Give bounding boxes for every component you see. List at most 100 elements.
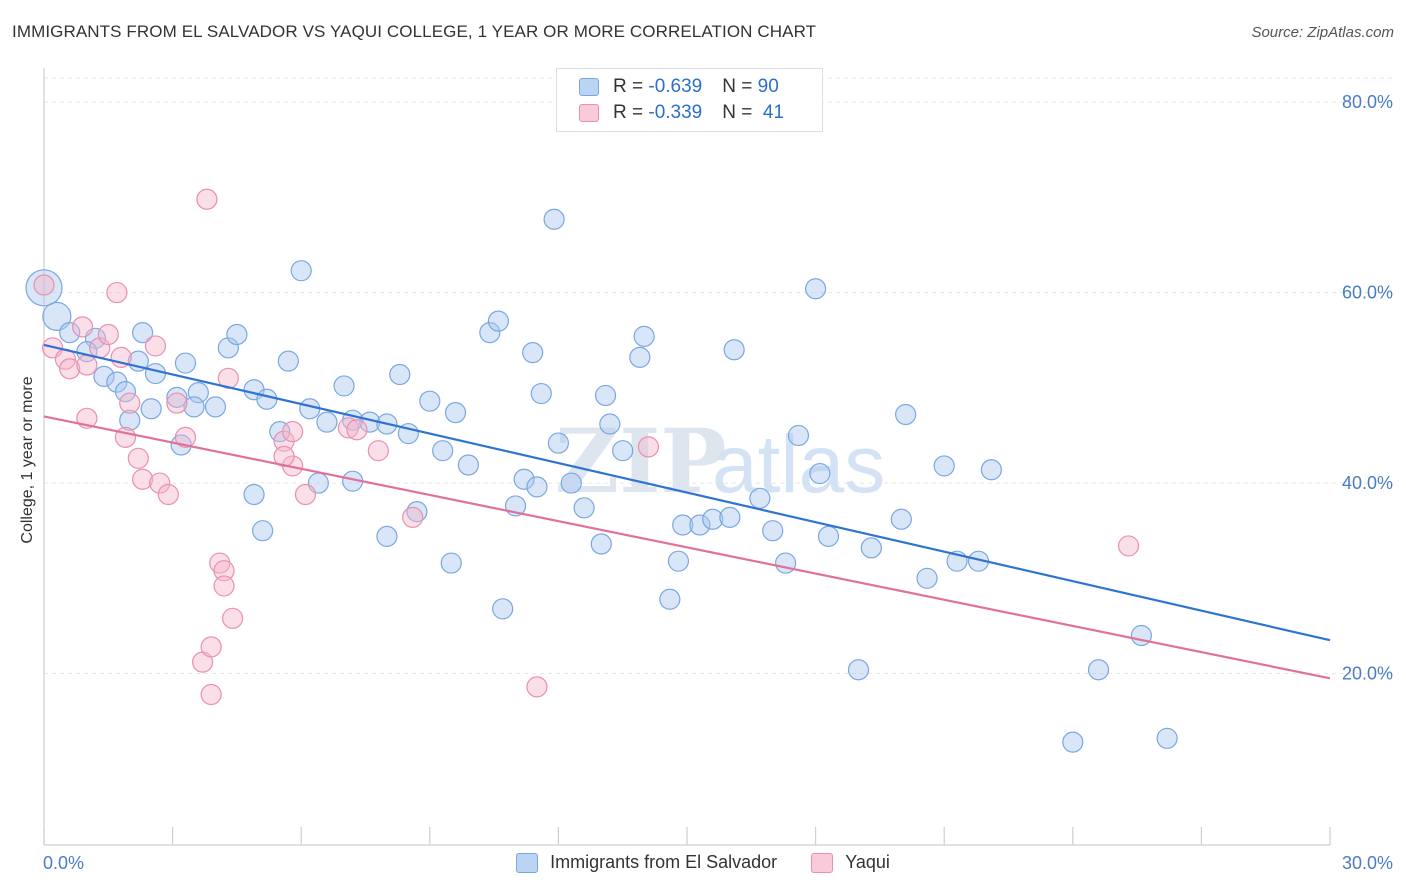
pink-point <box>526 676 548 698</box>
blue-point <box>599 413 621 435</box>
blue-point <box>25 269 63 307</box>
y-tick-labels: 20.0% 40.0% 60.0% 80.0% <box>1342 92 1393 683</box>
blue-point <box>140 398 162 420</box>
pink-point <box>174 426 197 448</box>
blue-point <box>895 403 917 426</box>
blue-point <box>389 363 411 386</box>
series-legend-item-blue: Immigrants from El Salvador <box>516 852 777 873</box>
trend-line-el-salvador <box>43 343 1331 642</box>
blue-point <box>376 525 398 548</box>
pink-point <box>213 560 235 582</box>
blue-point <box>667 550 690 572</box>
series-legend-swatch-blue <box>516 852 539 873</box>
blue-point <box>689 514 711 536</box>
blue-point <box>226 323 248 346</box>
blue-point <box>659 588 681 610</box>
x-tick-label: 0.0% <box>43 853 84 873</box>
blue-point <box>131 321 154 344</box>
blue-point <box>594 384 617 407</box>
blue-point <box>916 567 938 589</box>
blue-point <box>1130 624 1152 647</box>
blue-point <box>629 346 651 368</box>
blue-point <box>633 325 655 347</box>
trend-lines <box>43 343 1331 680</box>
pink-point <box>294 483 317 506</box>
chart-title: IMMIGRANTS FROM EL SALVADOR VS YAQUI COL… <box>12 22 817 41</box>
blue-point <box>204 396 227 418</box>
blue-point <box>809 462 831 485</box>
blue-point <box>543 208 565 230</box>
blue-point <box>817 525 840 548</box>
legend-r-label: R = <box>613 76 649 97</box>
y-tick-label: 60.0% <box>1342 283 1393 303</box>
blue-point <box>299 398 321 420</box>
blue-point <box>719 506 741 528</box>
blue-point <box>432 440 454 462</box>
blue-point <box>860 537 882 559</box>
blue-point <box>522 341 544 364</box>
blue-point <box>114 381 137 403</box>
pink-point <box>127 447 149 469</box>
y-tick-label: 80.0% <box>1342 92 1393 112</box>
blue-point <box>774 552 797 574</box>
blue-point <box>277 350 299 372</box>
blue-point <box>787 424 810 447</box>
blue-point <box>513 468 535 490</box>
pink-point <box>157 483 179 506</box>
blue-point <box>217 337 239 359</box>
watermark-atlas: atlas <box>712 419 885 510</box>
blue-point <box>144 362 167 385</box>
source-label: Source: ZipAtlas.com <box>1251 24 1394 41</box>
pink-point <box>1117 535 1140 557</box>
blue-point <box>1156 727 1178 749</box>
pink-point <box>346 419 368 441</box>
blue-point <box>590 533 612 555</box>
pink-point <box>166 392 188 414</box>
series-legend-label: Immigrants from El Salvador <box>550 852 778 872</box>
stats-legend: R = -0.639 N = 90 R = -0.339 N = 41 <box>556 68 823 132</box>
legend-swatch-pink <box>579 104 599 122</box>
legend-r-value: -0.339 <box>648 102 703 123</box>
y-tick-label: 20.0% <box>1342 664 1393 684</box>
pink-point <box>144 335 167 357</box>
blue-point <box>547 432 570 454</box>
pink-point <box>200 636 222 658</box>
blue-point <box>406 501 428 523</box>
grid-lines <box>44 77 1393 675</box>
blue-point <box>42 301 72 331</box>
blue-point <box>119 409 141 431</box>
blue-point <box>457 454 479 476</box>
trend-line-yaqui <box>43 415 1331 680</box>
blue-point <box>890 508 912 530</box>
blue-point <box>174 352 197 374</box>
watermark: ZIP atlas <box>555 409 885 513</box>
axes <box>43 68 1331 846</box>
pink-point <box>114 426 137 448</box>
pink-point <box>337 417 359 439</box>
blue-point <box>762 520 784 542</box>
blue-point <box>804 278 827 300</box>
pink-point <box>149 472 171 494</box>
blue-point <box>530 382 552 405</box>
x-tick-labels: 0.0% 30.0% <box>43 853 1393 873</box>
blue-point <box>256 388 278 410</box>
pink-point <box>76 354 98 376</box>
pink-point <box>71 316 94 338</box>
pink-point <box>131 468 154 490</box>
blue-point <box>93 365 115 387</box>
legend-n-value: 90 <box>757 76 779 97</box>
legend-n-label: N = <box>722 102 758 123</box>
blue-point <box>1087 659 1110 681</box>
pink-point <box>106 281 128 304</box>
blue-point <box>183 396 205 418</box>
legend-r-label: R = <box>613 102 649 123</box>
blue-point <box>333 375 355 397</box>
blue-point <box>492 598 514 620</box>
blue-point <box>187 381 209 404</box>
blue-point <box>419 390 441 412</box>
blue-point <box>243 483 265 506</box>
legend-n-label: N = <box>722 76 758 97</box>
blue-point <box>166 386 188 408</box>
legend-row-blue: R = -0.639 N = 90 <box>579 75 779 99</box>
